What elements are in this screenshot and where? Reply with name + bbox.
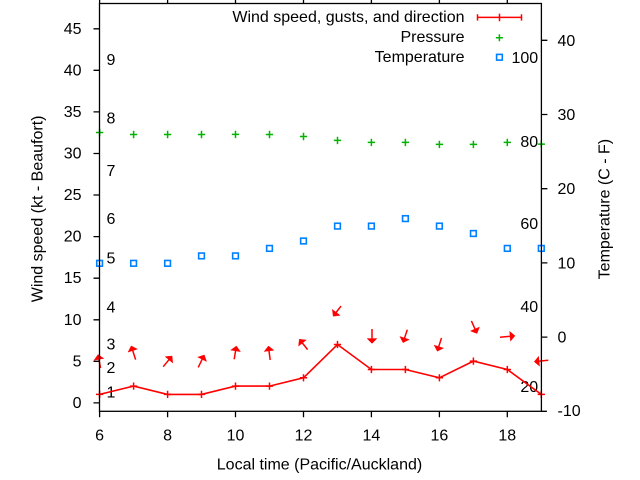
svg-text:Local time (Pacific/Auckland): Local time (Pacific/Auckland) bbox=[217, 457, 422, 474]
svg-text:35: 35 bbox=[64, 104, 82, 121]
svg-text:Temperature: Temperature bbox=[375, 49, 465, 66]
svg-text:3: 3 bbox=[107, 336, 116, 353]
svg-text:-10: -10 bbox=[558, 403, 581, 420]
svg-text:20: 20 bbox=[520, 379, 538, 396]
svg-text:18: 18 bbox=[498, 428, 516, 445]
svg-text:80: 80 bbox=[520, 134, 538, 151]
svg-text:12: 12 bbox=[295, 428, 313, 445]
svg-text:9: 9 bbox=[107, 52, 116, 69]
svg-text:40: 40 bbox=[558, 33, 576, 50]
svg-text:8: 8 bbox=[163, 428, 172, 445]
svg-text:20: 20 bbox=[64, 229, 82, 246]
svg-text:25: 25 bbox=[64, 187, 82, 204]
svg-text:10: 10 bbox=[227, 428, 245, 445]
svg-text:8: 8 bbox=[107, 110, 116, 127]
svg-text:Pressure: Pressure bbox=[400, 29, 464, 46]
svg-text:Wind speed (kt - Beaufort): Wind speed (kt - Beaufort) bbox=[30, 116, 47, 303]
svg-text:7: 7 bbox=[107, 163, 116, 180]
svg-text:20: 20 bbox=[558, 181, 576, 198]
svg-text:16: 16 bbox=[431, 428, 449, 445]
svg-text:2: 2 bbox=[107, 360, 116, 377]
svg-text:14: 14 bbox=[363, 428, 381, 445]
svg-text:5: 5 bbox=[73, 353, 82, 370]
svg-text:30: 30 bbox=[64, 146, 82, 163]
svg-text:45: 45 bbox=[64, 21, 82, 38]
svg-text:0: 0 bbox=[558, 330, 567, 347]
svg-text:30: 30 bbox=[558, 107, 576, 124]
svg-text:10: 10 bbox=[64, 312, 82, 329]
svg-text:6: 6 bbox=[107, 211, 116, 228]
svg-text:4: 4 bbox=[107, 299, 116, 316]
svg-text:15: 15 bbox=[64, 270, 82, 287]
svg-text:60: 60 bbox=[520, 216, 538, 233]
svg-text:40: 40 bbox=[520, 299, 538, 316]
svg-text:6: 6 bbox=[95, 428, 104, 445]
svg-text:100: 100 bbox=[511, 50, 538, 67]
svg-text:40: 40 bbox=[64, 62, 82, 79]
svg-text:1: 1 bbox=[107, 384, 116, 401]
svg-text:0: 0 bbox=[73, 395, 82, 412]
svg-text:Wind speed, gusts, and directi: Wind speed, gusts, and direction bbox=[232, 9, 464, 26]
svg-text:10: 10 bbox=[558, 255, 576, 272]
svg-text:5: 5 bbox=[107, 250, 116, 267]
svg-text:Temperature (C - F): Temperature (C - F) bbox=[596, 139, 613, 279]
